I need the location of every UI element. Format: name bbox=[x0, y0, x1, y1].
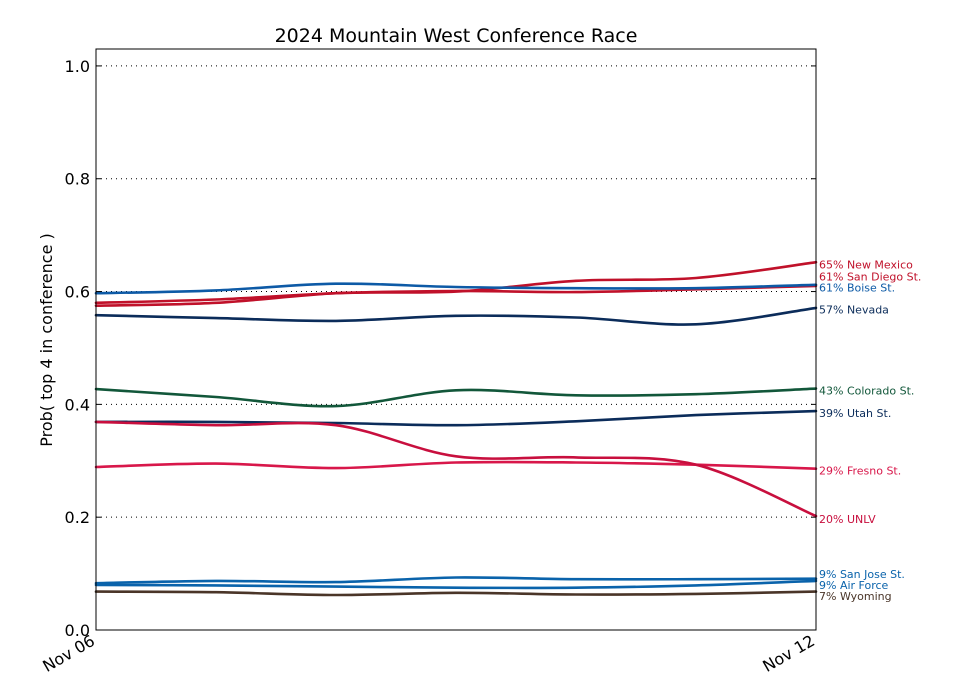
series-end-label: 7% Wyoming bbox=[819, 590, 892, 603]
series-line-air-force bbox=[94, 579, 818, 590]
series-end-label: 9% Air Force bbox=[819, 579, 889, 592]
series-line-san-jose-st bbox=[94, 576, 818, 585]
plot-area-frame bbox=[95, 48, 817, 631]
series-end-label: 39% Utah St. bbox=[819, 407, 891, 420]
series-end-label: 43% Colorado St. bbox=[819, 384, 914, 397]
x-tick-label: Nov 12 bbox=[759, 631, 818, 676]
y-tick-label: 0.0 bbox=[65, 621, 90, 640]
y-axis-title: Prob( top 4 in conference ) bbox=[37, 233, 56, 447]
x-axis-ticks: Nov 06 Nov 12 bbox=[39, 625, 818, 676]
y-axis-ticks: 0.0 0.2 0.4 0.6 0.8 1.0 bbox=[65, 57, 816, 640]
y-tick-label: 0.6 bbox=[65, 283, 90, 302]
series-line-unlv bbox=[94, 420, 818, 518]
series-end-label: 61% Boise St. bbox=[819, 282, 895, 295]
series-line-utah-st bbox=[94, 409, 818, 427]
series-end-label: 9% San Jose St. bbox=[819, 568, 905, 581]
chart-title: 2024 Mountain West Conference Race bbox=[275, 25, 638, 47]
series-end-label: 29% Fresno St. bbox=[819, 464, 901, 477]
series-lines bbox=[94, 260, 818, 597]
series-end-label: 65% New Mexico bbox=[819, 258, 913, 271]
series-end-label: 61% San Diego St. bbox=[819, 270, 921, 283]
series-line-boise-st bbox=[94, 282, 818, 295]
y-tick-label: 0.4 bbox=[65, 395, 90, 414]
series-end-label: 57% Nevada bbox=[819, 304, 889, 317]
series-line-wyoming bbox=[94, 590, 818, 597]
series-end-label: 20% UNLV bbox=[819, 513, 876, 526]
y-tick-label: 0.8 bbox=[65, 170, 90, 189]
series-line-colorado-st bbox=[94, 387, 818, 408]
y-tick-label: 0.2 bbox=[65, 508, 90, 527]
series-line-nevada bbox=[94, 306, 818, 326]
y-tick-label: 1.0 bbox=[65, 57, 90, 76]
